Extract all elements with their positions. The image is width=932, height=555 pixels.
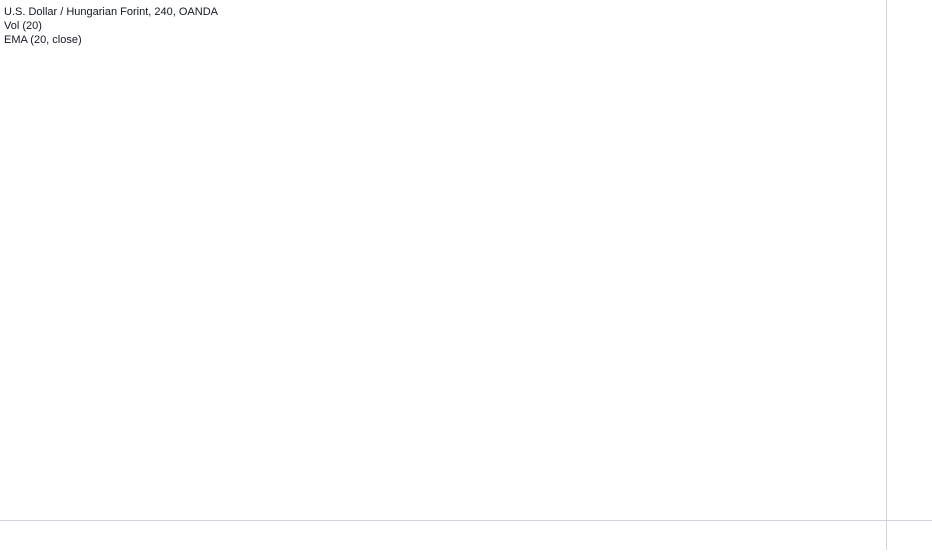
- chart-title: U.S. Dollar / Hungarian Forint, 240, OAN…: [4, 6, 219, 18]
- indicator-label: Vol (20): [4, 20, 42, 32]
- indicator-label: EMA (20, close): [4, 34, 82, 46]
